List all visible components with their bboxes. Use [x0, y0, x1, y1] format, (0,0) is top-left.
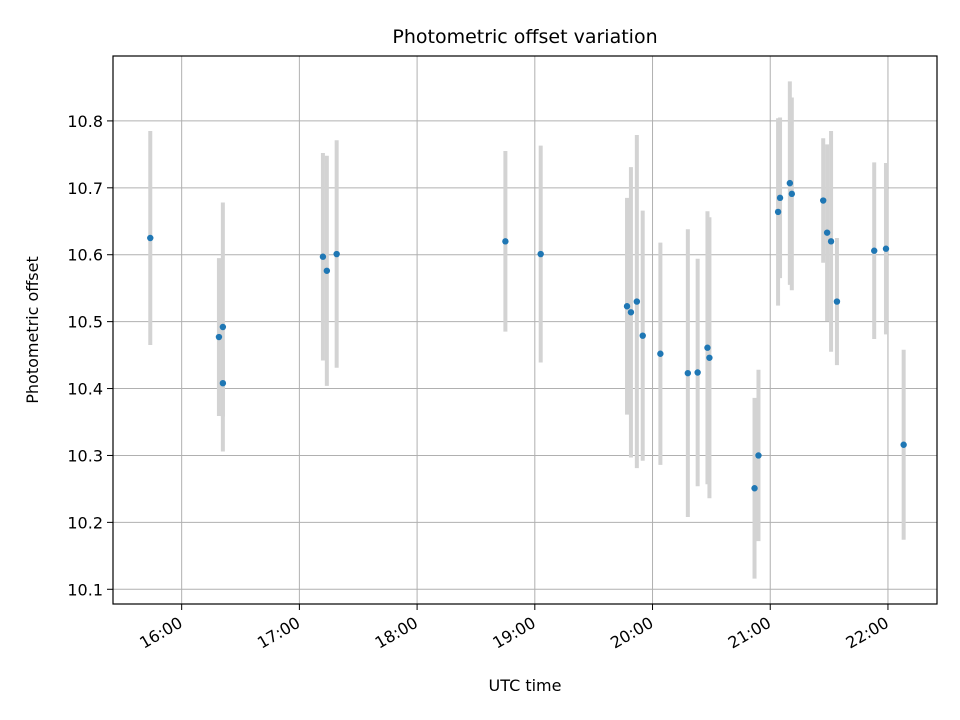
y-tick-label: 10.4: [67, 380, 103, 399]
data-point: [788, 190, 796, 198]
y-tick-label: 10.2: [67, 513, 103, 532]
x-tick-label: 22:00: [843, 613, 892, 653]
data-point: [706, 354, 713, 361]
y-tick-label: 10.3: [67, 446, 103, 465]
data-point: [502, 238, 509, 245]
x-tick-label: 19:00: [489, 613, 538, 653]
x-axis-label: UTC time: [489, 676, 562, 695]
data-point: [215, 333, 223, 341]
data-point: [333, 250, 340, 258]
data-point: [627, 309, 635, 316]
y-axis-label: Photometric offset: [23, 256, 42, 404]
data-point: [871, 247, 878, 254]
data-point: [657, 350, 664, 357]
y-tick-label: 10.5: [67, 313, 103, 332]
data-point: [704, 344, 711, 351]
x-tick-label: 16:00: [136, 613, 185, 653]
x-tick-label: 18:00: [372, 613, 421, 653]
data-point: [776, 194, 784, 202]
x-tick-label: 21:00: [725, 613, 774, 653]
data-point: [882, 245, 890, 252]
data-point: [147, 234, 154, 242]
data-point: [751, 485, 758, 492]
x-tick-label: 17:00: [254, 613, 303, 653]
data-point: [633, 298, 641, 305]
data-point: [684, 369, 692, 377]
data-point: [537, 250, 544, 258]
data-point: [755, 452, 762, 459]
chart-title: Photometric offset variation: [392, 26, 657, 48]
data-point: [827, 238, 835, 245]
data-point: [786, 179, 794, 187]
plot-area-frame: [112, 55, 938, 605]
x-tick-label: 20:00: [607, 613, 656, 653]
data-point: [774, 208, 782, 216]
data-point: [323, 267, 331, 274]
x-axis-ticks: 16:00 17:00 18:00 19:00 20:00 21:00 22:00: [136, 604, 892, 653]
data-point: [820, 197, 827, 204]
data-point: [319, 253, 327, 260]
y-tick-label: 10.7: [67, 179, 103, 198]
y-tick-label: 10.1: [67, 580, 103, 599]
data-point: [823, 229, 831, 236]
y-tick-label: 10.6: [67, 246, 103, 265]
data-point: [623, 303, 631, 310]
grid: [113, 56, 937, 604]
data-point: [694, 369, 701, 376]
data-point: [219, 379, 227, 387]
y-axis-ticks: 10.1 10.2 10.3 10.4 10.5 10.6 10.7 10.8: [67, 112, 113, 599]
data-points: [147, 179, 907, 492]
data-point: [639, 332, 646, 339]
y-tick-label: 10.8: [67, 112, 103, 131]
data-point: [900, 441, 907, 448]
error-bars: [148, 81, 906, 579]
data-point: [219, 323, 227, 331]
data-point: [833, 298, 841, 305]
